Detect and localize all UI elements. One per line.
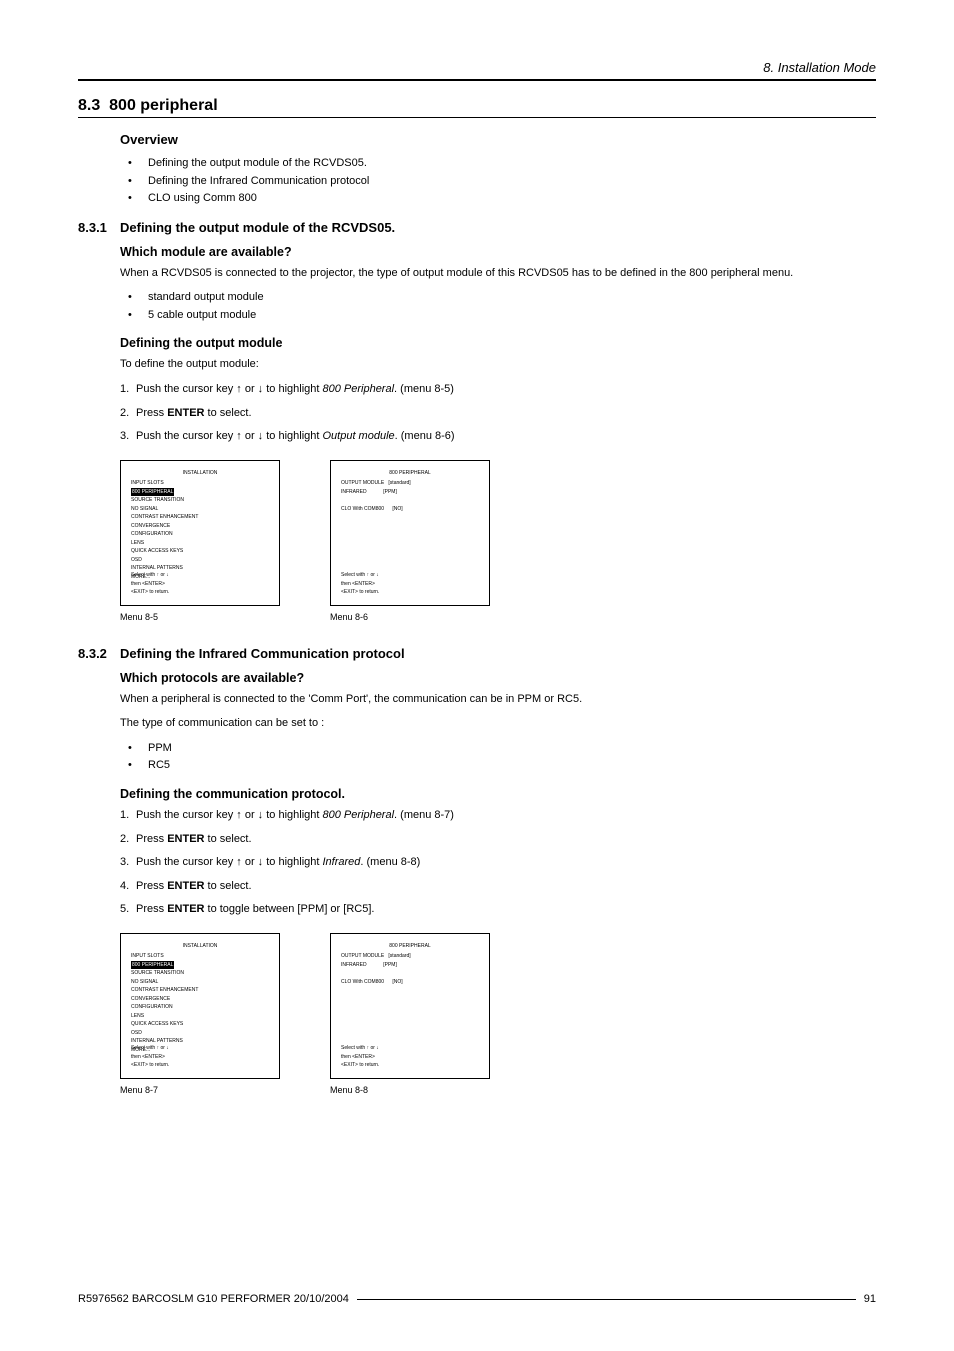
step-text: to select. [204, 880, 251, 892]
footer-doc-ref: R5976562 BARCOSLM G10 PERFORMER 20/10/20… [78, 1293, 349, 1305]
define-comm-heading: Defining the communication protocol. [120, 787, 876, 801]
step-text: Press [136, 880, 167, 892]
menu-caption: Menu 8-7 [120, 1085, 280, 1095]
steps-832: Push the cursor key ↑ or ↓ to highlight … [120, 807, 876, 919]
step-key: ENTER [167, 407, 204, 419]
step-item: Press ENTER to select. [120, 405, 876, 423]
step-key: ENTER [167, 903, 204, 915]
step-item: Press ENTER to select. [120, 831, 876, 849]
step-text: . (menu 8-8) [360, 856, 420, 868]
menu-8-7: INSTALLATIONINPUT SLOTS800 PERIPHERALSOU… [120, 933, 280, 1095]
step-key: ENTER [167, 833, 204, 845]
step-item: Press ENTER to toggle between [PPM] or [… [120, 901, 876, 919]
step-text: . (menu 8-7) [394, 809, 454, 821]
step-highlight: 800 Peripheral [322, 809, 394, 821]
protocol-question-heading: Which protocols are available? [120, 671, 876, 685]
step-text: Push the cursor key ↑ or ↓ to highlight [136, 383, 322, 395]
module-intro-paragraph: When a RCVDS05 is connected to the proje… [120, 265, 876, 282]
module-item: standard output module [120, 289, 876, 307]
protocol-item: RC5 [120, 757, 876, 775]
section-rule [78, 117, 876, 118]
step-item: Push the cursor key ↑ or ↓ to highlight … [120, 428, 876, 446]
step-text: Press [136, 407, 167, 419]
step-text: . (menu 8-5) [394, 383, 454, 395]
subsection-number: 8.3.2 [78, 646, 120, 661]
step-item: Push the cursor key ↑ or ↓ to highlight … [120, 854, 876, 872]
page-footer: R5976562 BARCOSLM G10 PERFORMER 20/10/20… [78, 1293, 876, 1305]
menu-8-8: 800 PERIPHERALOUTPUT MODULE [standard]IN… [330, 933, 490, 1095]
subsection-832-heading: 8.3.2 Defining the Infrared Communicatio… [78, 646, 876, 661]
protocols-list: PPM RC5 [120, 740, 876, 775]
step-highlight: Output module [322, 430, 394, 442]
header-rule [78, 79, 876, 81]
menus-row-831: INSTALLATIONINPUT SLOTS800 PERIPHERALSOU… [120, 460, 876, 622]
step-highlight: Infrared [322, 856, 360, 868]
overview-item: Defining the Infrared Communication prot… [120, 173, 876, 191]
step-text: . (menu 8-6) [395, 430, 455, 442]
define-output-intro: To define the output module: [120, 356, 876, 373]
menu-8-5: INSTALLATIONINPUT SLOTS800 PERIPHERALSOU… [120, 460, 280, 622]
menu-8-6: 800 PERIPHERALOUTPUT MODULE [standard]IN… [330, 460, 490, 622]
protocol-intro2-paragraph: The type of communication can be set to … [120, 715, 876, 732]
overview-item: Defining the output module of the RCVDS0… [120, 155, 876, 173]
section-number: 8.3 [78, 97, 100, 114]
step-text: Push the cursor key ↑ or ↓ to highlight [136, 430, 322, 442]
protocol-intro-paragraph: When a peripheral is connected to the 'C… [120, 691, 876, 708]
step-item: Press ENTER to select. [120, 878, 876, 896]
step-text: Press [136, 903, 167, 915]
section-title-text: 800 peripheral [109, 97, 218, 114]
menu-box: 800 PERIPHERALOUTPUT MODULE [standard]IN… [330, 460, 490, 606]
step-highlight: 800 Peripheral [322, 383, 394, 395]
step-text: Press [136, 833, 167, 845]
overview-item: CLO using Comm 800 [120, 190, 876, 208]
footer-rule [357, 1299, 856, 1300]
menu-caption: Menu 8-6 [330, 612, 490, 622]
steps-831: Push the cursor key ↑ or ↓ to highlight … [120, 381, 876, 446]
protocol-item: PPM [120, 740, 876, 758]
step-text: to toggle between [PPM] or [RC5]. [204, 903, 374, 915]
step-text: to select. [204, 833, 251, 845]
menu-box: INSTALLATIONINPUT SLOTS800 PERIPHERALSOU… [120, 933, 280, 1079]
step-item: Push the cursor key ↑ or ↓ to highlight … [120, 807, 876, 825]
footer-page-number: 91 [864, 1293, 876, 1305]
module-item: 5 cable output module [120, 307, 876, 325]
menu-caption: Menu 8-8 [330, 1085, 490, 1095]
section-title: 8.3 800 peripheral [78, 97, 876, 115]
define-output-heading: Defining the output module [120, 336, 876, 350]
step-item: Push the cursor key ↑ or ↓ to highlight … [120, 381, 876, 399]
modules-list: standard output module 5 cable output mo… [120, 289, 876, 324]
step-text: Push the cursor key ↑ or ↓ to highlight [136, 856, 322, 868]
subsection-title: Defining the Infrared Communication prot… [120, 646, 405, 661]
overview-heading: Overview [120, 132, 876, 147]
step-text: to select. [204, 407, 251, 419]
subsection-number: 8.3.1 [78, 220, 120, 235]
subsection-title: Defining the output module of the RCVDS0… [120, 220, 395, 235]
menu-box: 800 PERIPHERALOUTPUT MODULE [standard]IN… [330, 933, 490, 1079]
chapter-header: 8. Installation Mode [78, 60, 876, 75]
subsection-831-heading: 8.3.1 Defining the output module of the … [78, 220, 876, 235]
menu-box: INSTALLATIONINPUT SLOTS800 PERIPHERALSOU… [120, 460, 280, 606]
menus-row-832: INSTALLATIONINPUT SLOTS800 PERIPHERALSOU… [120, 933, 876, 1095]
menu-caption: Menu 8-5 [120, 612, 280, 622]
step-key: ENTER [167, 880, 204, 892]
module-question-heading: Which module are available? [120, 245, 876, 259]
overview-list: Defining the output module of the RCVDS0… [120, 155, 876, 208]
step-text: Push the cursor key ↑ or ↓ to highlight [136, 809, 322, 821]
